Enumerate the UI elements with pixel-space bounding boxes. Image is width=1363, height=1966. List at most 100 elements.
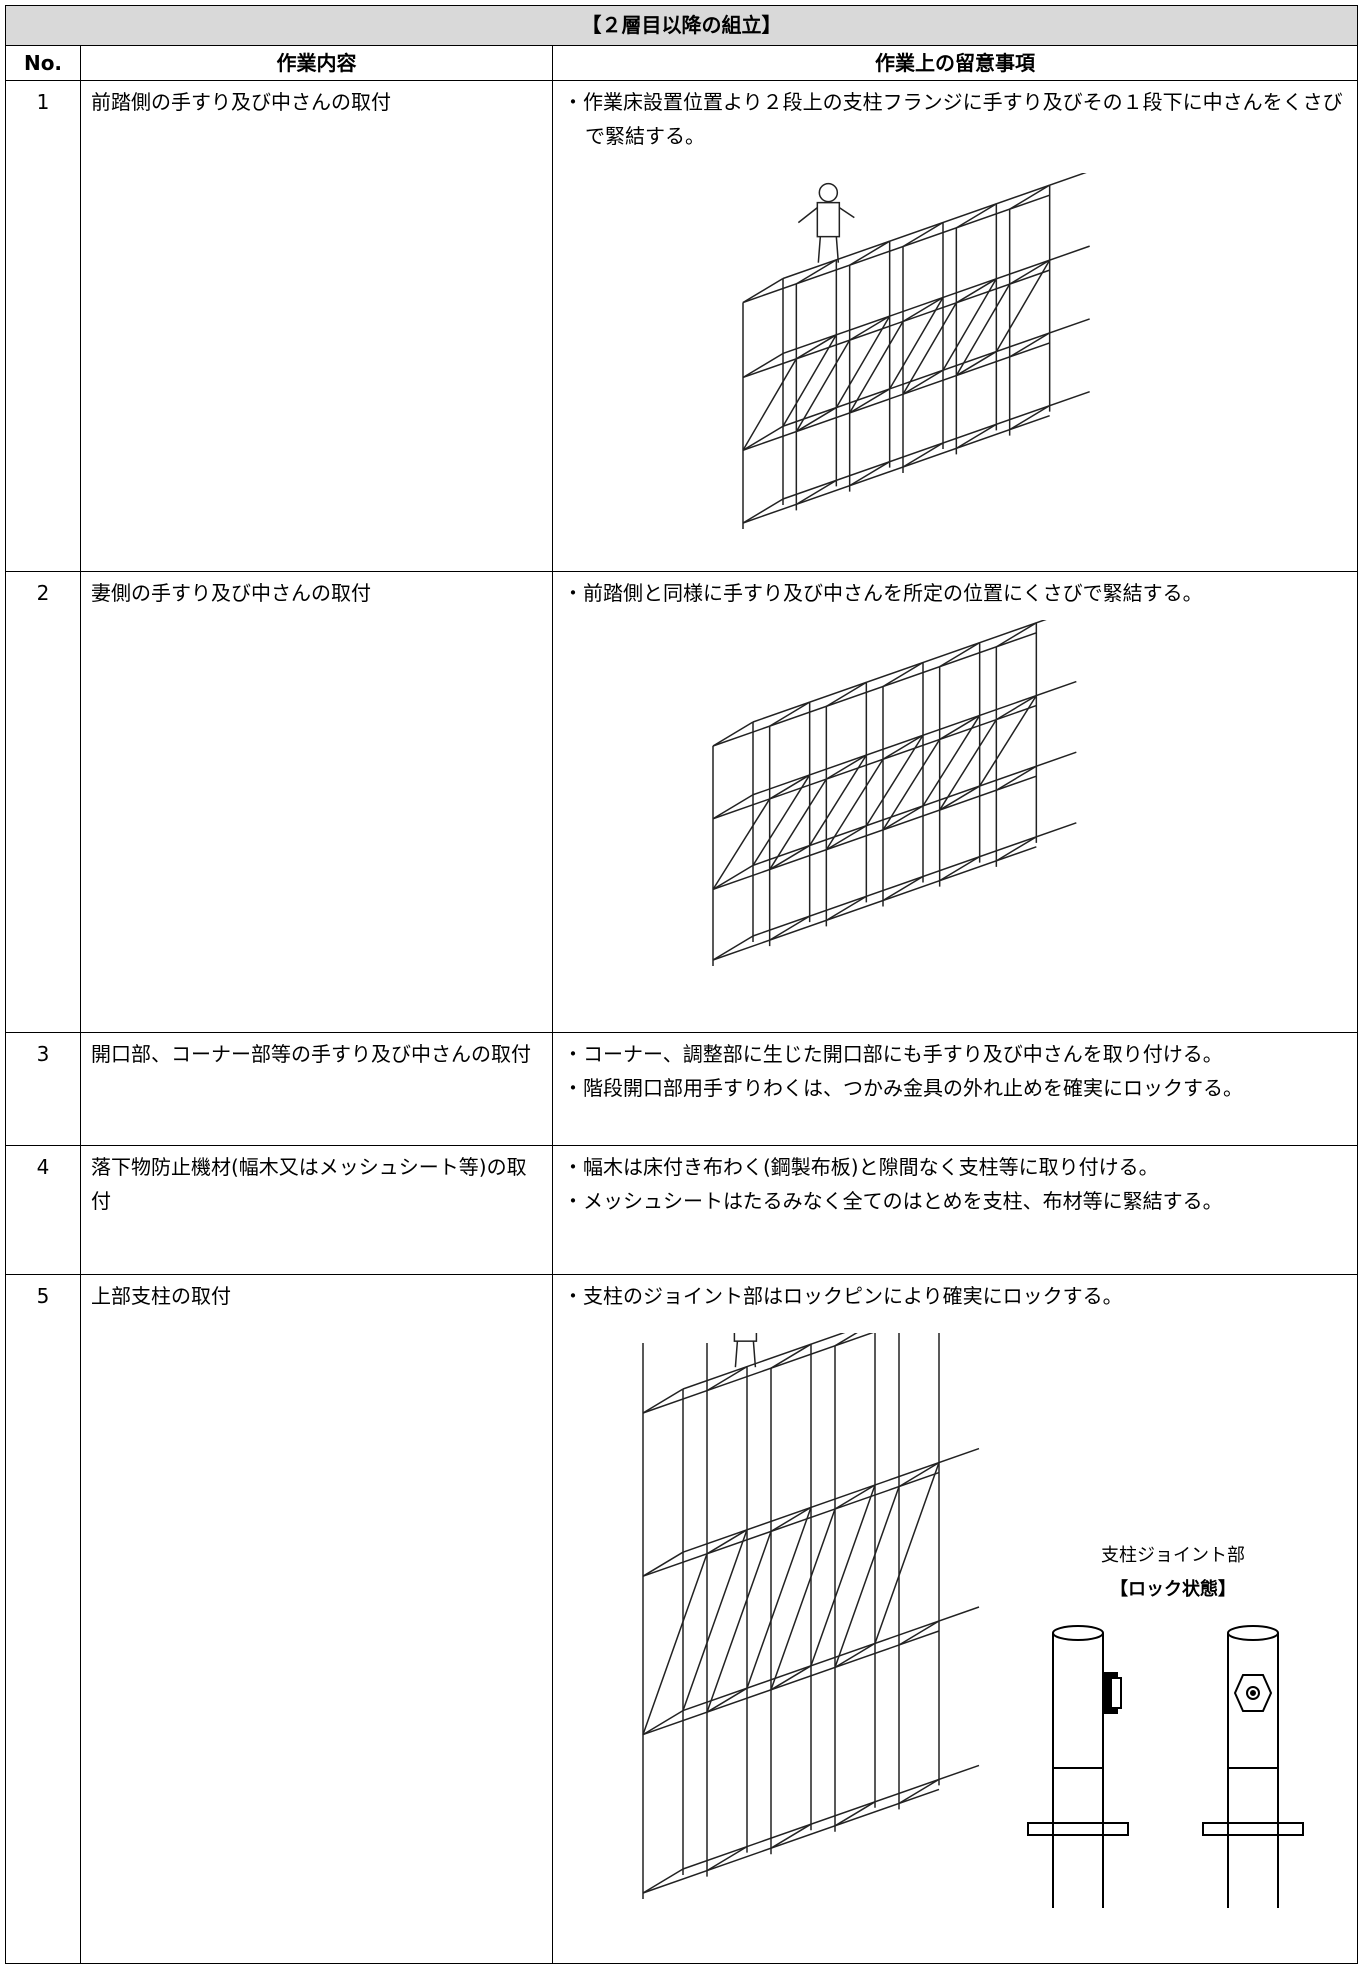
note: ・階段開口部用手すりわくは、つかみ金具の外れ止めを確実にロックする。 xyxy=(563,1076,1243,1100)
scaffold-line xyxy=(770,1343,812,1369)
scaffold-lines xyxy=(642,1333,980,1899)
scaffold-line xyxy=(898,1620,940,1646)
scaffold-line xyxy=(742,498,784,524)
scaffold-line xyxy=(642,1333,874,1414)
scaffold-illustration xyxy=(642,1333,980,1899)
worker-figure xyxy=(797,182,855,263)
scaffold-lines xyxy=(742,173,1090,529)
scaffold-line xyxy=(849,461,891,487)
scaffold-line xyxy=(979,695,1037,787)
work-table: 【２層目以降の組立】 No. 作業内容 作業上の留意事項 1 前踏側の手すり及び… xyxy=(5,5,1358,1964)
note: ・コーナー、調整部に生じた開口部にも手すり及び中さんを取り付ける。 xyxy=(563,1042,1223,1066)
scaffold-line xyxy=(782,334,837,427)
scaffold-line xyxy=(795,259,837,285)
scaffold-line xyxy=(752,822,1077,937)
scaffold-line xyxy=(825,681,867,707)
scaffold-line xyxy=(825,895,867,921)
joint-pipe xyxy=(1027,1625,1129,1908)
scaffold-line xyxy=(825,825,867,851)
scaffold-line xyxy=(769,915,811,941)
worker-figure xyxy=(733,1333,758,1368)
scaffold-line xyxy=(942,278,997,371)
scaffold-line xyxy=(752,751,1077,867)
scaffold-line xyxy=(882,875,924,902)
scaffold-line xyxy=(882,661,924,688)
scaffold-line xyxy=(712,935,754,961)
scaffold-line xyxy=(834,1642,876,1669)
scaffold-line xyxy=(834,1484,876,1510)
scaffold-line xyxy=(682,1764,980,1870)
scaffold-line xyxy=(712,798,771,890)
scaffold-line xyxy=(849,388,891,414)
row-no: 1 xyxy=(5,80,81,572)
scaffold-line xyxy=(742,414,1050,524)
task: 開口部、コーナー部等の手すり及び中さんの取付 xyxy=(80,1032,553,1146)
header-cell: 作業内容 xyxy=(80,45,553,81)
scaffold-line xyxy=(1009,259,1051,285)
note: ・作業床設置位置より２段上の支柱フランジに手すり及びその１段下に中さんをくさびで… xyxy=(563,90,1343,148)
scaffold-line xyxy=(849,321,904,414)
scaffold-line xyxy=(742,277,784,304)
scaffold-line xyxy=(769,844,811,871)
header-cell: No. xyxy=(5,45,81,81)
scaffold-line xyxy=(902,442,944,468)
scaffold-line xyxy=(706,1365,748,1392)
scaffold-line xyxy=(770,1508,836,1691)
notes-cell: ・幅木は床付き布わく(鋼製布板)と隙間なく支柱等に取り付ける。 ・メッシュシート… xyxy=(552,1145,1358,1275)
scaffold-line xyxy=(642,1788,940,1894)
scaffold-line xyxy=(898,1461,940,1488)
scaffold-illustration xyxy=(742,173,1090,529)
scaffold-line xyxy=(939,714,981,741)
scaffold-line xyxy=(795,334,837,360)
worker-part xyxy=(818,182,839,203)
scaffold-line xyxy=(995,765,1037,791)
scaffold-line xyxy=(682,1529,748,1711)
scaffold-line xyxy=(825,758,884,851)
scaffold-line xyxy=(939,719,997,811)
scaffold-line xyxy=(712,864,754,891)
notes-cell: ・作業床設置位置より２段上の支柱フランジに手すり及びその１段下に中さんをくさびで… xyxy=(552,80,1358,572)
scaffold-line xyxy=(955,283,1011,376)
scaffold-line xyxy=(712,632,1037,747)
scaffold-line xyxy=(682,1606,980,1712)
scaffold-line xyxy=(1009,332,1051,358)
scaffold-line xyxy=(939,856,981,882)
scaffold-line xyxy=(834,1486,900,1668)
scaffold-line xyxy=(834,1801,876,1827)
scaffold-line xyxy=(682,1447,980,1553)
notes-cell: ・コーナー、調整部に生じた開口部にも手すり及び中さんを取り付ける。 ・階段開口部… xyxy=(552,1032,1358,1146)
scaffold-line xyxy=(889,297,944,390)
scaffold-line xyxy=(995,622,1037,648)
worker-part xyxy=(816,201,841,238)
worker-part xyxy=(797,207,855,224)
scaffold-line xyxy=(712,794,754,820)
note: ・メッシュシートはたるみなく全てのはとめを支柱、布材等に緊結する。 xyxy=(563,1189,1223,1213)
scaffold-line xyxy=(642,1868,684,1894)
scaffold-line xyxy=(1009,405,1051,431)
scaffold-line xyxy=(874,1462,940,1644)
joint-diagram: 支柱ジョイント部 【ロック状態】 xyxy=(1027,1545,1304,1908)
notes-cell: ・支柱のジョイント部はロックピンにより確実にロックする。 支柱ジョイント部 【ロ… xyxy=(552,1274,1358,1964)
scaffold-line xyxy=(706,1529,748,1555)
scaffold-line xyxy=(955,350,997,377)
scaffold-line xyxy=(825,754,867,780)
scaffold-line xyxy=(752,680,1077,796)
scaffold-line xyxy=(809,754,867,846)
scaffold-line xyxy=(769,774,811,800)
scaffold-line xyxy=(865,734,924,827)
row-no: 3 xyxy=(5,1032,81,1146)
scaffold-line xyxy=(882,739,941,831)
scaffold-lines xyxy=(712,620,1077,966)
scaffold-line xyxy=(1009,184,1051,210)
table-title: 【２層目以降の組立】 xyxy=(5,5,1358,46)
scaffold-line xyxy=(642,1551,684,1577)
row-no: 5 xyxy=(5,1274,81,1964)
scaffold-line xyxy=(706,1687,748,1713)
scaffold-line xyxy=(746,1507,812,1689)
note: ・幅木は床付き布わく(鋼製布板)と隙間なく支柱等に取り付ける。 xyxy=(563,1155,1159,1179)
scaffold-line xyxy=(782,390,1090,500)
figure-caption: 支柱ジョイント部 xyxy=(1101,1545,1245,1566)
scaffold-line xyxy=(795,406,837,433)
scaffold-line xyxy=(742,352,784,379)
